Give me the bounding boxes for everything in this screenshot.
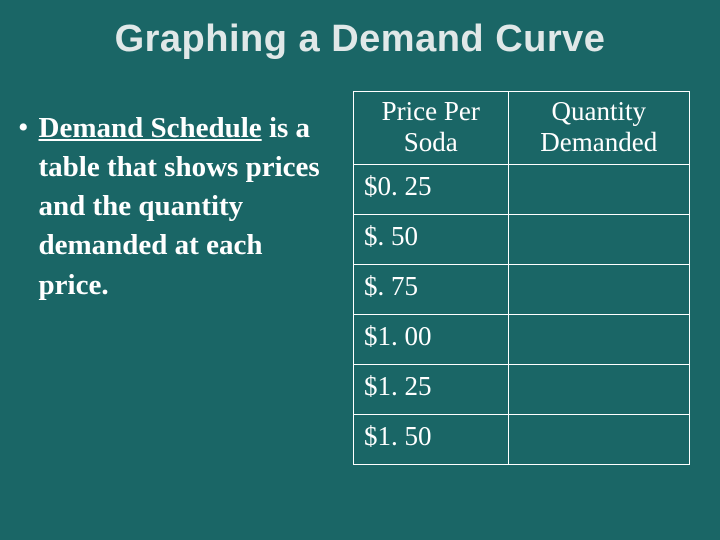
slide-title: Graphing a Demand Curve (0, 0, 720, 71)
price-cell: $1. 25 (354, 365, 509, 415)
table-header-row: Price Per Soda Quantity Demanded (354, 92, 690, 165)
table-row: $. 50 (354, 215, 690, 265)
price-cell: $0. 25 (354, 165, 509, 215)
price-cell: $. 75 (354, 265, 509, 315)
content-area: • Demand Schedule is a table that shows … (0, 71, 720, 465)
bullet-item: • Demand Schedule is a table that shows … (18, 109, 333, 305)
table-row: $. 75 (354, 265, 690, 315)
qty-cell (508, 215, 689, 265)
price-cell: $1. 50 (354, 415, 509, 465)
qty-cell (508, 265, 689, 315)
bullet-text: Demand Schedule is a table that shows pr… (39, 109, 333, 305)
qty-cell (508, 165, 689, 215)
qty-cell (508, 365, 689, 415)
qty-cell (508, 415, 689, 465)
price-cell: $1. 00 (354, 315, 509, 365)
left-column: • Demand Schedule is a table that shows … (18, 91, 333, 465)
table-row: $1. 00 (354, 315, 690, 365)
table-row: $1. 25 (354, 365, 690, 415)
bullet-term: Demand Schedule (39, 112, 262, 144)
col-header-quantity: Quantity Demanded (508, 92, 689, 165)
table-row: $1. 50 (354, 415, 690, 465)
table-row: $0. 25 (354, 165, 690, 215)
qty-cell (508, 315, 689, 365)
price-cell: $. 50 (354, 215, 509, 265)
demand-schedule-table: Price Per Soda Quantity Demanded $0. 25 … (353, 91, 690, 465)
col-header-price: Price Per Soda (354, 92, 509, 165)
right-column: Price Per Soda Quantity Demanded $0. 25 … (353, 91, 690, 465)
bullet-marker: • (18, 109, 29, 146)
